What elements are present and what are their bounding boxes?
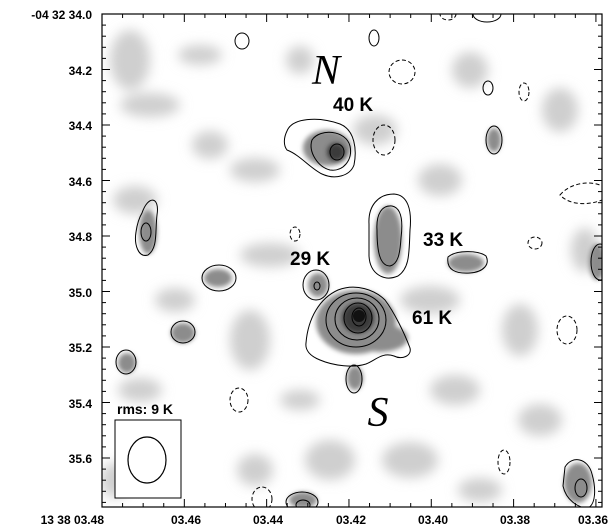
beam-indicator xyxy=(114,419,182,499)
x-tick-label: 03.42 xyxy=(336,513,366,527)
axis-ticks xyxy=(101,13,602,507)
rms-label: rms: 9 K xyxy=(117,401,173,417)
y-tick-label: 34.4 xyxy=(69,119,93,133)
plot-area xyxy=(102,14,602,507)
x-tick-label: 13 38 03.48 xyxy=(41,513,105,527)
x-tick-label: 03.38 xyxy=(500,513,530,527)
negative-contours xyxy=(229,14,602,507)
x-tick-label: 03.36 xyxy=(578,513,608,527)
x-tick-label: 03.46 xyxy=(171,513,201,527)
north-label: N xyxy=(311,48,342,94)
y-axis-labels: -04 32 34.0 34.2 34.4 34.6 34.8 35.0 35.… xyxy=(31,8,92,466)
x-tick-label: 03.40 xyxy=(418,513,448,527)
y-tick-label: 34.2 xyxy=(69,64,93,78)
south-label: S xyxy=(368,390,389,436)
y-tick-label: 35.6 xyxy=(69,452,93,466)
emission-map xyxy=(102,30,602,507)
y-tick-label: -04 32 34.0 xyxy=(31,8,92,22)
y-tick-label: 35.0 xyxy=(69,286,93,300)
x-tick-label: 03.44 xyxy=(253,513,283,527)
temperature-label-north: 40 K xyxy=(333,95,373,116)
y-tick-label: 34.8 xyxy=(69,230,93,244)
y-tick-label: 34.6 xyxy=(69,175,93,189)
plot-frame xyxy=(101,13,603,508)
y-tick-label: 35.4 xyxy=(69,397,93,411)
x-axis-labels: 13 38 03.48 03.46 03.44 03.42 03.40 03.3… xyxy=(41,513,609,527)
y-tick-label: 35.2 xyxy=(69,341,93,355)
temperature-label-west: 29 K xyxy=(290,249,330,270)
temperature-label-center: 61 K xyxy=(412,308,452,329)
positive-contours xyxy=(115,14,602,507)
temperature-label-east: 33 K xyxy=(423,230,463,251)
